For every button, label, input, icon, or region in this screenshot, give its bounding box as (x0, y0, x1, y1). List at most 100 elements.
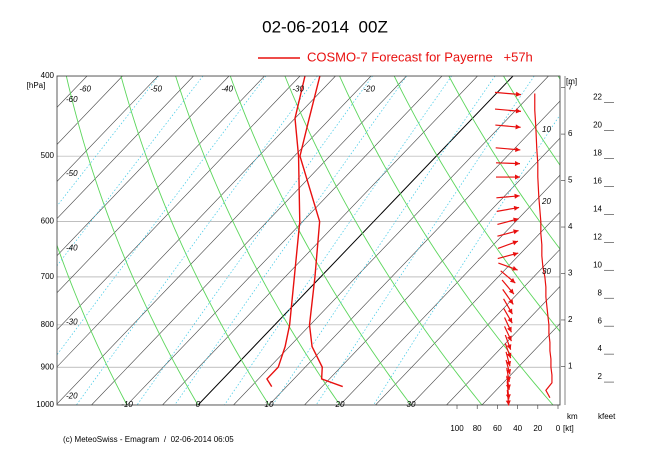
mixing-ratio-line (224, 76, 452, 405)
wind-arrow (497, 251, 519, 260)
isotherm (57, 76, 230, 257)
isotherm (57, 76, 123, 145)
isotherm (339, 174, 560, 405)
kfeet-tick-label: 12 (593, 232, 602, 241)
dry-adiabat (57, 244, 128, 405)
km-tick-label: 4 (568, 222, 573, 231)
dry-adiabat (503, 76, 560, 166)
kfeet-tick-label: 18 (593, 149, 602, 158)
wind-arrow (495, 160, 521, 166)
isotherm (410, 248, 560, 405)
y-unit: [hPa] (27, 81, 46, 90)
wind-arrow-head (506, 352, 512, 359)
wind-arrow-head (512, 265, 518, 271)
profile-line (299, 76, 343, 388)
wind-arrow-head (507, 308, 513, 315)
kfeet-tick-label: 16 (593, 177, 602, 186)
isotherm-label-left: -40 (66, 243, 78, 252)
dry-adiabat (557, 76, 560, 80)
wind-arrow (505, 389, 511, 406)
isotherm-label-top: -30 (292, 84, 304, 93)
isotherm (197, 76, 514, 405)
y-tick-label: 400 (41, 71, 55, 80)
wind-arrow-head (507, 335, 512, 342)
wind-arrow-head (509, 277, 516, 284)
isotherm-label-left: -20 (66, 392, 78, 401)
isotherm-label-bottom: 10 (265, 400, 274, 409)
wind-arrow (500, 270, 516, 284)
dry-adiabat (448, 76, 560, 250)
profile-line (266, 76, 306, 387)
wind-arrow (496, 193, 520, 199)
isotherm (57, 76, 194, 220)
wind-tick-label: 60 (493, 424, 502, 433)
wind-arrow (505, 351, 512, 367)
wind-arrow (501, 279, 515, 295)
wind-arrow (497, 240, 519, 249)
speed-label: 10 (542, 125, 551, 134)
isotherm (268, 100, 560, 405)
y-tick-label: 900 (41, 362, 55, 371)
y-tick-label: 1000 (36, 400, 54, 409)
dry-adiabat (120, 76, 270, 405)
kfeet-tick-label: 2 (598, 372, 603, 381)
wind-tick-label: 80 (473, 424, 482, 433)
wind-arrow-head (515, 108, 522, 114)
wind-arrow (494, 108, 522, 114)
kfeet-label: kfeet (598, 412, 616, 421)
dry-adiabat (284, 76, 483, 405)
mixing-ratio-line (373, 114, 560, 405)
km-tick-label: 6 (568, 129, 573, 138)
wind-arrow (502, 289, 514, 305)
isotherm (375, 211, 560, 405)
isotherm (57, 76, 336, 368)
km-label: km (567, 412, 578, 421)
wind-arrow-head (512, 240, 518, 246)
isotherm (57, 76, 265, 294)
wind-arrow (504, 334, 512, 350)
dry-adiabat (339, 76, 554, 405)
isotherm (446, 286, 560, 405)
dry-adiabat (175, 76, 341, 405)
isotherm-label-bottom: -10 (121, 400, 133, 409)
isotherm (57, 76, 88, 108)
mixing-ratio-line (174, 76, 407, 405)
wind-arrow-head (512, 251, 519, 257)
isotherm (233, 76, 549, 405)
isotherm (57, 76, 301, 331)
wind-arrow (504, 317, 512, 333)
chart-title: 02-06-2014 00Z (262, 17, 388, 36)
y-tick-label: 600 (41, 217, 55, 226)
speed-label: 30 (542, 267, 551, 276)
km-tick-label: 7 (568, 83, 573, 92)
wind-arrow (495, 147, 521, 152)
kfeet-tick-label: 22 (593, 93, 602, 102)
isotherm (304, 137, 560, 405)
kfeet-tick-label: 10 (593, 260, 602, 269)
y-tick-label: 800 (41, 320, 55, 329)
wind-arrow-head (506, 344, 512, 350)
plot-area (57, 76, 560, 405)
wind-arrow-head (505, 400, 511, 406)
km-tick-label: 3 (568, 269, 573, 278)
y-tick-label: 500 (41, 151, 55, 160)
km-tick-label: 1 (568, 362, 573, 371)
wind-arrow-head (513, 217, 519, 223)
isotherm-label-bottom: 0 (196, 400, 201, 409)
wind-arrow-head (507, 317, 513, 324)
wind-unit: [kt] (563, 424, 574, 433)
wind-arrow (495, 124, 521, 130)
wind-arrow-head (515, 147, 521, 152)
isotherm-label-top: -50 (150, 84, 162, 93)
footer: (c) MeteoSwiss - Emagram / 02-06-2014 06… (63, 435, 234, 444)
wind-arrow (494, 91, 522, 97)
wind-arrow-head (514, 193, 520, 199)
wind-tick-label: 0 (556, 424, 561, 433)
wind-speed-line (534, 93, 553, 399)
wind-arrow-head (507, 326, 512, 333)
mixing-ratio-line (57, 76, 159, 207)
wind-tick-label: 40 (513, 424, 522, 433)
dry-adiabat (393, 76, 560, 333)
isotherm-label-left: -30 (66, 317, 78, 326)
